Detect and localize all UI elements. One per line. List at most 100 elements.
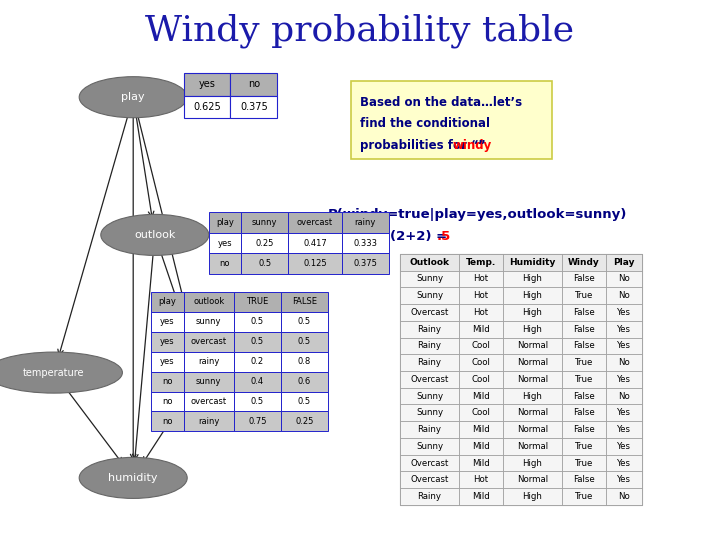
FancyBboxPatch shape (459, 455, 503, 471)
Text: Normal: Normal (517, 358, 548, 367)
Text: yes: yes (217, 239, 233, 247)
Text: overcast: overcast (297, 218, 333, 227)
FancyBboxPatch shape (606, 338, 642, 354)
FancyBboxPatch shape (562, 287, 606, 304)
Ellipse shape (0, 352, 122, 393)
FancyBboxPatch shape (342, 253, 389, 274)
FancyBboxPatch shape (342, 212, 389, 233)
Text: 0.8: 0.8 (297, 357, 311, 366)
FancyBboxPatch shape (400, 271, 459, 287)
FancyBboxPatch shape (503, 287, 562, 304)
Text: Normal: Normal (517, 425, 548, 434)
FancyBboxPatch shape (459, 338, 503, 354)
Text: Sunny: Sunny (416, 291, 443, 300)
Text: windy: windy (453, 139, 492, 152)
Text: 0.5: 0.5 (297, 337, 311, 346)
Text: Normal: Normal (517, 442, 548, 451)
Text: Sunny: Sunny (416, 442, 443, 451)
Text: 0.5: 0.5 (297, 397, 311, 406)
Text: No: No (618, 358, 629, 367)
FancyBboxPatch shape (459, 354, 503, 371)
FancyBboxPatch shape (234, 292, 281, 312)
FancyBboxPatch shape (606, 388, 642, 404)
FancyBboxPatch shape (562, 354, 606, 371)
FancyBboxPatch shape (184, 73, 230, 96)
Text: 0.25: 0.25 (256, 239, 274, 247)
FancyBboxPatch shape (351, 81, 552, 159)
Text: FALSE: FALSE (292, 297, 317, 306)
Text: Rainy: Rainy (418, 492, 441, 501)
FancyBboxPatch shape (459, 321, 503, 338)
FancyBboxPatch shape (606, 471, 642, 488)
FancyBboxPatch shape (503, 338, 562, 354)
Text: High: High (523, 392, 542, 401)
Text: True: True (575, 375, 593, 384)
FancyBboxPatch shape (606, 421, 642, 438)
FancyBboxPatch shape (606, 404, 642, 421)
FancyBboxPatch shape (184, 292, 234, 312)
Text: 0.6: 0.6 (297, 377, 311, 386)
FancyBboxPatch shape (151, 312, 184, 332)
Text: humidity: humidity (109, 473, 158, 483)
FancyBboxPatch shape (151, 411, 184, 431)
FancyBboxPatch shape (562, 438, 606, 455)
FancyBboxPatch shape (230, 96, 277, 118)
FancyBboxPatch shape (184, 372, 234, 392)
FancyBboxPatch shape (562, 388, 606, 404)
Text: Rainy: Rainy (418, 425, 441, 434)
Text: Rainy: Rainy (418, 358, 441, 367)
FancyBboxPatch shape (503, 271, 562, 287)
FancyBboxPatch shape (503, 488, 562, 505)
Text: overcast: overcast (191, 397, 227, 406)
Text: Mild: Mild (472, 392, 490, 401)
FancyBboxPatch shape (562, 338, 606, 354)
FancyBboxPatch shape (288, 233, 342, 253)
FancyBboxPatch shape (459, 287, 503, 304)
Text: 0.125: 0.125 (303, 259, 327, 268)
Text: Mild: Mild (472, 492, 490, 501)
Text: Hot: Hot (473, 308, 489, 317)
FancyBboxPatch shape (400, 304, 459, 321)
Text: No: No (618, 274, 629, 284)
Text: Mild: Mild (472, 442, 490, 451)
Text: Normal: Normal (517, 475, 548, 484)
Text: 0.2: 0.2 (251, 357, 264, 366)
FancyBboxPatch shape (342, 233, 389, 253)
Text: High: High (523, 291, 542, 300)
Text: rainy: rainy (198, 417, 220, 426)
Text: False: False (573, 341, 595, 350)
FancyBboxPatch shape (151, 352, 184, 372)
Text: True: True (575, 291, 593, 300)
Text: no: no (162, 377, 173, 386)
Text: = (1+1)/(2+2) =: = (1+1)/(2+2) = (328, 230, 451, 242)
FancyBboxPatch shape (209, 253, 241, 274)
FancyBboxPatch shape (400, 438, 459, 455)
Text: True: True (575, 458, 593, 468)
FancyBboxPatch shape (184, 96, 230, 118)
Text: play: play (158, 297, 176, 306)
FancyBboxPatch shape (400, 354, 459, 371)
FancyBboxPatch shape (400, 471, 459, 488)
FancyBboxPatch shape (281, 372, 328, 392)
Text: 0.5: 0.5 (251, 337, 264, 346)
FancyBboxPatch shape (400, 338, 459, 354)
Text: Humidity: Humidity (509, 258, 556, 267)
FancyBboxPatch shape (562, 455, 606, 471)
FancyBboxPatch shape (184, 411, 234, 431)
Text: Overcast: Overcast (410, 475, 449, 484)
FancyBboxPatch shape (459, 421, 503, 438)
Text: no: no (162, 417, 173, 426)
Text: True: True (575, 358, 593, 367)
Text: Yes: Yes (616, 458, 631, 468)
Text: yes: yes (160, 337, 175, 346)
FancyBboxPatch shape (281, 352, 328, 372)
FancyBboxPatch shape (281, 312, 328, 332)
Text: 0.417: 0.417 (303, 239, 327, 247)
FancyBboxPatch shape (459, 404, 503, 421)
Text: Yes: Yes (616, 475, 631, 484)
FancyBboxPatch shape (606, 371, 642, 388)
FancyBboxPatch shape (400, 455, 459, 471)
FancyBboxPatch shape (562, 404, 606, 421)
FancyBboxPatch shape (562, 254, 606, 271)
FancyBboxPatch shape (234, 411, 281, 431)
